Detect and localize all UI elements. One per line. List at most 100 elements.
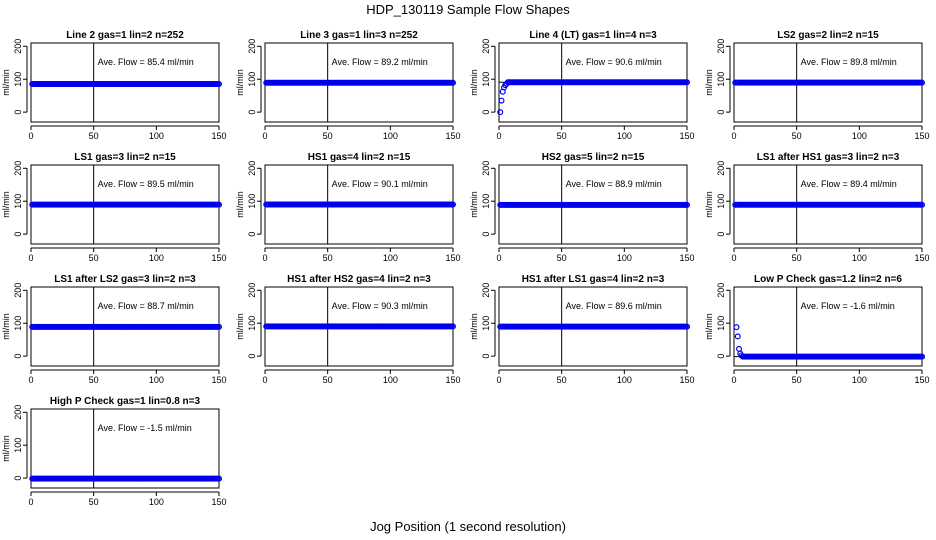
x-tick-label: 100 <box>617 253 632 263</box>
panel-title: HS1 after LS1 gas=4 lin=2 n=3 <box>522 274 665 285</box>
y-tick-label: 100 <box>716 316 726 331</box>
x-tick-label: 100 <box>852 375 867 385</box>
x-tick-label: 150 <box>211 253 226 263</box>
y-axis-title: ml/min <box>1 69 11 96</box>
x-tick-label: 150 <box>211 497 226 507</box>
y-tick-label: 200 <box>13 39 23 54</box>
x-tick-label: 50 <box>323 131 333 141</box>
average-flow-annotation: Ave. Flow = 85.4 ml/min <box>98 57 194 67</box>
y-tick-label: 200 <box>716 39 726 54</box>
y-tick-label: 100 <box>13 316 23 331</box>
y-axis-title: ml/min <box>235 191 245 218</box>
panel-title: LS2 gas=2 lin=2 n=15 <box>777 30 879 41</box>
data-point <box>450 201 457 208</box>
x-tick-label: 50 <box>557 253 567 263</box>
panel-3: Line 4 (LT) gas=1 lin=4 n=3 0 50 100 150 0 100… <box>469 30 695 141</box>
y-tick-label: 0 <box>481 232 491 237</box>
y-tick-label: 200 <box>481 283 491 298</box>
x-tick-label: 50 <box>557 375 567 385</box>
data-point <box>497 109 504 116</box>
average-flow-annotation: Ave. Flow = 89.6 ml/min <box>566 301 662 311</box>
panel-9: LS1 after LS2 gas=3 lin=2 n=3 0 50 100 150 0 1… <box>1 274 227 385</box>
x-tick-label: 100 <box>852 131 867 141</box>
y-tick-label: 0 <box>247 354 257 359</box>
panel-6: HS1 gas=4 lin=2 n=15 0 50 100 150 0 100 200 ml/m… <box>235 152 461 263</box>
x-tick-label: 150 <box>914 131 929 141</box>
y-tick-label: 200 <box>13 405 23 420</box>
x-tick-label: 150 <box>211 131 226 141</box>
y-tick-label: 200 <box>247 161 257 176</box>
panel-title: HS1 after HS2 gas=4 lin=2 n=3 <box>287 274 431 285</box>
y-axis-title: ml/min <box>1 191 11 218</box>
data-point <box>918 353 925 360</box>
y-tick-label: 100 <box>13 194 23 209</box>
panel-7: HS2 gas=5 lin=2 n=15 0 50 100 150 0 100 200 ml/m… <box>469 152 695 263</box>
x-tick-label: 100 <box>617 375 632 385</box>
x-tick-label: 50 <box>557 131 567 141</box>
panel-11: HS1 after LS1 gas=4 lin=2 n=3 0 50 100 150 0 1… <box>469 274 695 385</box>
y-tick-label: 200 <box>247 283 257 298</box>
panel-10: HS1 after HS2 gas=4 lin=2 n=3 0 50 100 150 0 1… <box>235 274 461 385</box>
data-point <box>498 97 505 104</box>
y-tick-label: 100 <box>481 72 491 87</box>
y-tick-label: 0 <box>481 354 491 359</box>
x-tick-label: 50 <box>89 497 99 507</box>
x-tick-label: 150 <box>445 375 460 385</box>
average-flow-annotation: Ave. Flow = -1.5 ml/min <box>98 423 192 433</box>
y-tick-label: 200 <box>716 283 726 298</box>
y-axis-title: ml/min <box>704 191 714 218</box>
x-tick-label: 100 <box>617 131 632 141</box>
y-axis-title: ml/min <box>704 69 714 96</box>
x-tick-label: 50 <box>792 375 802 385</box>
y-tick-label: 200 <box>716 161 726 176</box>
average-flow-annotation: Ave. Flow = 89.2 ml/min <box>332 57 428 67</box>
y-tick-label: 0 <box>247 232 257 237</box>
x-tick-label: 0 <box>496 375 501 385</box>
y-tick-label: 100 <box>247 72 257 87</box>
y-axis-title: ml/min <box>235 69 245 96</box>
x-tick-label: 100 <box>149 497 164 507</box>
y-tick-label: 200 <box>481 161 491 176</box>
panel-4: LS2 gas=2 lin=2 n=15 0 50 100 150 0 100 200 ml/m… <box>704 30 930 141</box>
x-tick-label: 100 <box>149 375 164 385</box>
average-flow-annotation: Ave. Flow = 90.6 ml/min <box>566 57 662 67</box>
panel-title: LS1 after LS2 gas=3 lin=2 n=3 <box>54 274 196 285</box>
average-flow-annotation: Ave. Flow = -1.6 ml/min <box>801 301 895 311</box>
x-tick-label: 100 <box>383 131 398 141</box>
x-tick-label: 150 <box>679 253 694 263</box>
data-point <box>216 475 223 482</box>
y-tick-label: 100 <box>13 72 23 87</box>
x-tick-label: 150 <box>211 375 226 385</box>
x-tick-label: 0 <box>731 375 736 385</box>
y-axis-title: ml/min <box>1 313 11 340</box>
panel-title: LS1 after HS1 gas=3 lin=2 n=3 <box>757 152 900 163</box>
x-tick-label: 50 <box>323 375 333 385</box>
panel-title: Line 3 gas=1 lin=3 n=252 <box>300 30 418 41</box>
x-tick-label: 0 <box>731 131 736 141</box>
panel-2: Line 3 gas=1 lin=3 n=252 0 50 100 150 0 100 200… <box>235 30 461 141</box>
panel-5: LS1 gas=3 lin=2 n=15 0 50 100 150 0 100 200 ml/m… <box>1 152 227 263</box>
data-point <box>450 79 457 86</box>
x-tick-label: 0 <box>496 131 501 141</box>
panel-title: Line 4 (LT) gas=1 lin=4 n=3 <box>529 30 657 41</box>
x-tick-label: 0 <box>496 253 501 263</box>
x-tick-label: 0 <box>28 253 33 263</box>
x-tick-label: 0 <box>262 375 267 385</box>
data-point <box>683 323 690 330</box>
x-tick-label: 150 <box>679 131 694 141</box>
y-tick-label: 200 <box>13 283 23 298</box>
y-tick-label: 100 <box>13 438 23 453</box>
y-tick-label: 100 <box>716 194 726 209</box>
x-tick-label: 0 <box>28 375 33 385</box>
y-axis-title: ml/min <box>1 435 11 462</box>
x-tick-label: 100 <box>149 253 164 263</box>
panel-13: High P Check gas=1 lin=0.8 n=3 0 50 100 150 0… <box>1 396 227 507</box>
y-tick-label: 0 <box>716 354 726 359</box>
y-axis-title: ml/min <box>704 313 714 340</box>
x-tick-label: 150 <box>445 131 460 141</box>
average-flow-annotation: Ave. Flow = 89.4 ml/min <box>801 179 897 189</box>
y-tick-label: 100 <box>481 194 491 209</box>
y-tick-label: 0 <box>716 110 726 115</box>
x-tick-label: 50 <box>89 253 99 263</box>
x-tick-label: 50 <box>323 253 333 263</box>
